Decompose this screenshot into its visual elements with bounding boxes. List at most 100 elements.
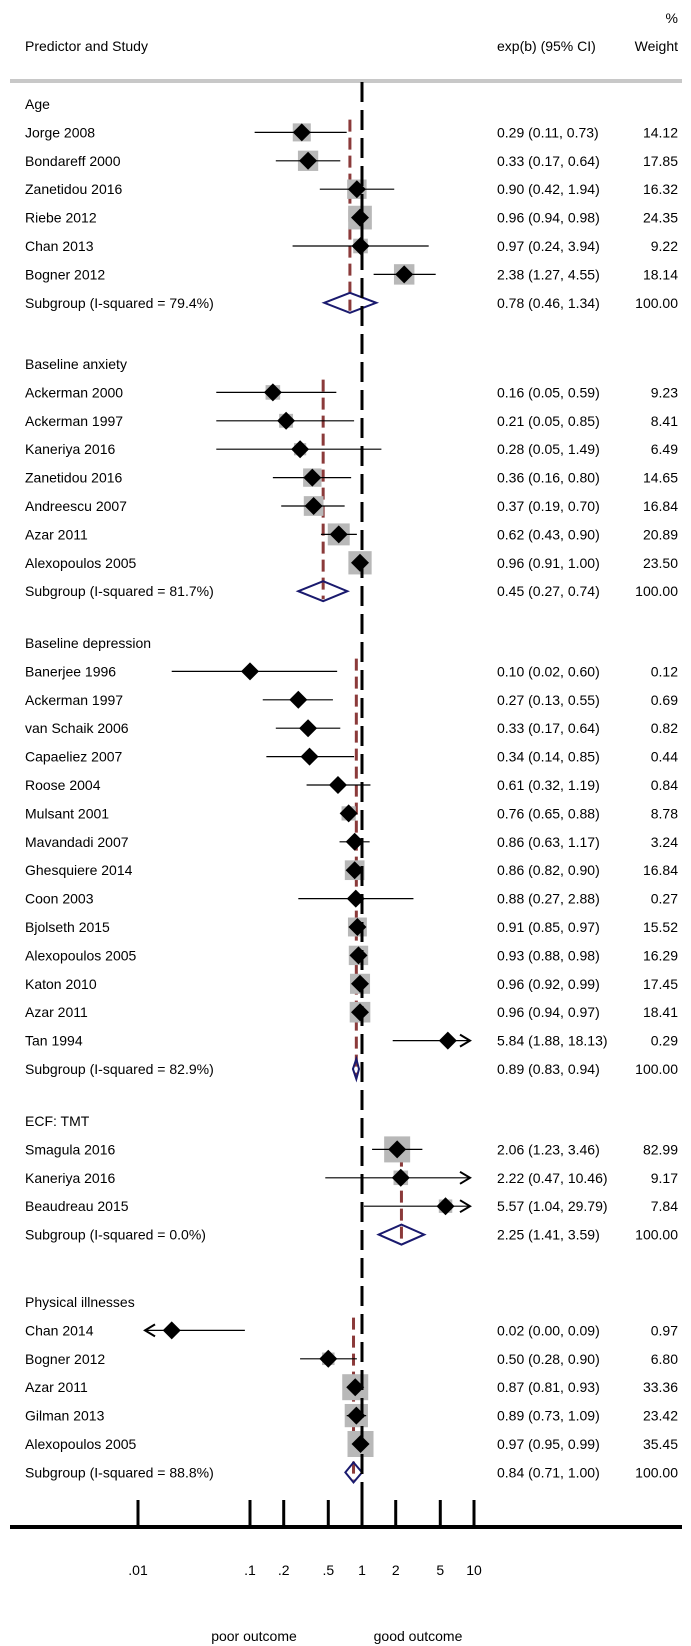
x-tick-label: 10 xyxy=(466,1562,482,1578)
study-ci-text: 0.96 (0.92, 0.99) xyxy=(497,976,600,992)
study-label: Azar 2011 xyxy=(25,1004,88,1020)
point-estimate-marker xyxy=(388,1140,407,1159)
forest-rows: Age Jorge 2008 0.29 (0.11, 0.73) 14.12 Bonda… xyxy=(25,82,678,1527)
subgroup-ci-text: 0.84 (0.71, 1.00) xyxy=(497,1464,600,1480)
study-weight: 18.14 xyxy=(643,266,678,282)
study-weight: 35.45 xyxy=(643,1436,678,1452)
point-estimate-marker xyxy=(263,383,282,402)
point-estimate-marker xyxy=(391,1168,410,1187)
study-ci-text: 2.22 (0.47, 10.46) xyxy=(497,1170,608,1186)
point-estimate-marker xyxy=(289,690,308,709)
study-weight: 9.17 xyxy=(651,1170,678,1186)
point-estimate-marker xyxy=(345,832,364,851)
point-estimate-marker xyxy=(241,662,259,681)
x-tick-label: .5 xyxy=(322,1562,334,1578)
study-label: Andreescu 2007 xyxy=(25,498,127,514)
study-ci-text: 0.76 (0.65, 0.88) xyxy=(497,805,600,821)
study-label: Bjolseth 2015 xyxy=(25,919,110,935)
point-estimate-marker xyxy=(277,411,296,430)
study-ci-text: 0.62 (0.43, 0.90) xyxy=(497,526,600,542)
point-estimate-marker xyxy=(351,553,370,572)
study-label: Kaneriya 2016 xyxy=(25,1170,116,1186)
study-weight: 0.97 xyxy=(651,1322,678,1338)
study-label: Mulsant 2001 xyxy=(25,805,109,821)
study-label: Chan 2013 xyxy=(25,238,94,254)
study-weight: 8.78 xyxy=(651,805,678,821)
study-ci-text: 0.88 (0.27, 2.88) xyxy=(497,891,600,907)
study-ci-text: 0.86 (0.63, 1.17) xyxy=(497,834,600,850)
study-weight: 18.41 xyxy=(643,1004,678,1020)
study-ci-text: 0.86 (0.82, 0.90) xyxy=(497,862,600,878)
study-label: Zanetidou 2016 xyxy=(25,181,123,197)
study-ci-text: 0.02 (0.00, 0.09) xyxy=(497,1322,600,1338)
study-label: Mavandadi 2007 xyxy=(25,834,129,850)
study-weight: 8.41 xyxy=(651,413,678,429)
point-estimate-marker xyxy=(345,861,364,880)
point-estimate-marker xyxy=(299,719,318,738)
group-title: ECF: TMT xyxy=(25,1113,90,1129)
subgroup-diamond xyxy=(376,1223,427,1246)
study-weight: 0.69 xyxy=(651,692,678,708)
study-ci-text: 0.90 (0.42, 1.94) xyxy=(497,181,600,197)
study-ci-text: 0.50 (0.28, 0.90) xyxy=(497,1351,600,1367)
x-axis-ticks: .01 .1 .2 .5 1 2 5 10 xyxy=(128,1500,482,1578)
point-estimate-marker xyxy=(395,265,414,284)
study-label: Tan 1994 xyxy=(25,1033,83,1049)
subgroup-weight: 100.00 xyxy=(635,1227,678,1243)
study-weight: 23.42 xyxy=(643,1408,678,1424)
study-ci-text: 0.10 (0.02, 0.60) xyxy=(497,663,600,679)
study-label: Ackerman 1997 xyxy=(25,692,123,708)
study-ci-text: 5.57 (1.04, 29.79) xyxy=(497,1198,608,1214)
study-weight: 24.35 xyxy=(643,210,678,226)
study-ci-text: 0.91 (0.85, 0.97) xyxy=(497,919,600,935)
study-weight: 3.24 xyxy=(651,834,678,850)
point-estimate-marker xyxy=(438,1031,457,1050)
study-label: Riebe 2012 xyxy=(25,210,97,226)
x-tick-label: 5 xyxy=(436,1562,444,1578)
x-tick-label: .1 xyxy=(244,1562,256,1578)
study-label: Banerjee 1996 xyxy=(25,663,116,679)
study-label: Gilman 2013 xyxy=(25,1408,105,1424)
point-estimate-marker xyxy=(346,1378,365,1397)
subgroup-ci-text: 2.25 (1.41, 3.59) xyxy=(497,1227,600,1243)
footer-left-label: poor outcome xyxy=(211,1628,297,1644)
study-label: Zanetidou 2016 xyxy=(25,470,123,486)
subgroup-weight: 100.00 xyxy=(635,295,678,311)
subgroup-weight: 100.00 xyxy=(635,1464,678,1480)
study-weight: 15.52 xyxy=(643,919,678,935)
subgroup-ci-text: 0.78 (0.46, 1.34) xyxy=(497,295,600,311)
point-estimate-marker xyxy=(299,151,318,170)
study-label: Alexopoulos 2005 xyxy=(25,947,137,963)
study-weight: 0.29 xyxy=(651,1033,678,1049)
study-ci-text: 0.28 (0.05, 1.49) xyxy=(497,441,600,457)
study-label: Bogner 2012 xyxy=(25,1351,105,1367)
study-ci-text: 0.16 (0.05, 0.59) xyxy=(497,384,600,400)
point-estimate-marker xyxy=(291,440,310,459)
study-weight: 16.29 xyxy=(643,947,678,963)
study-label: Chan 2014 xyxy=(25,1322,94,1338)
study-weight: 20.89 xyxy=(643,526,678,542)
group-title: Baseline depression xyxy=(25,635,151,651)
study-label: Katon 2010 xyxy=(25,976,97,992)
study-weight: 82.99 xyxy=(643,1141,678,1157)
point-estimate-marker xyxy=(292,123,311,142)
study-ci-text: 2.06 (1.23, 3.46) xyxy=(497,1141,600,1157)
study-ci-text: 0.27 (0.13, 0.55) xyxy=(497,692,600,708)
group-title: Baseline anxiety xyxy=(25,356,127,372)
subgroup-label: Subgroup (I-squared = 82.9%) xyxy=(25,1061,214,1077)
point-estimate-marker xyxy=(328,776,347,794)
x-tick-label: 2 xyxy=(392,1562,400,1578)
study-label: Alexopoulos 2005 xyxy=(25,1436,137,1452)
point-estimate-marker xyxy=(319,1349,338,1368)
study-ci-text: 0.61 (0.32, 1.19) xyxy=(497,777,600,793)
study-weight: 17.85 xyxy=(643,153,678,169)
header-effect: exp(b) (95% CI) xyxy=(497,38,596,54)
subgroup-ci-text: 0.45 (0.27, 0.74) xyxy=(497,583,600,599)
study-ci-text: 0.96 (0.91, 1.00) xyxy=(497,555,600,571)
x-tick-label: .01 xyxy=(128,1562,148,1578)
ci-arrow-right xyxy=(459,1199,472,1214)
study-label: Ackerman 2000 xyxy=(25,384,123,400)
point-estimate-marker xyxy=(303,468,322,487)
study-ci-text: 0.87 (0.81, 0.93) xyxy=(497,1379,600,1395)
